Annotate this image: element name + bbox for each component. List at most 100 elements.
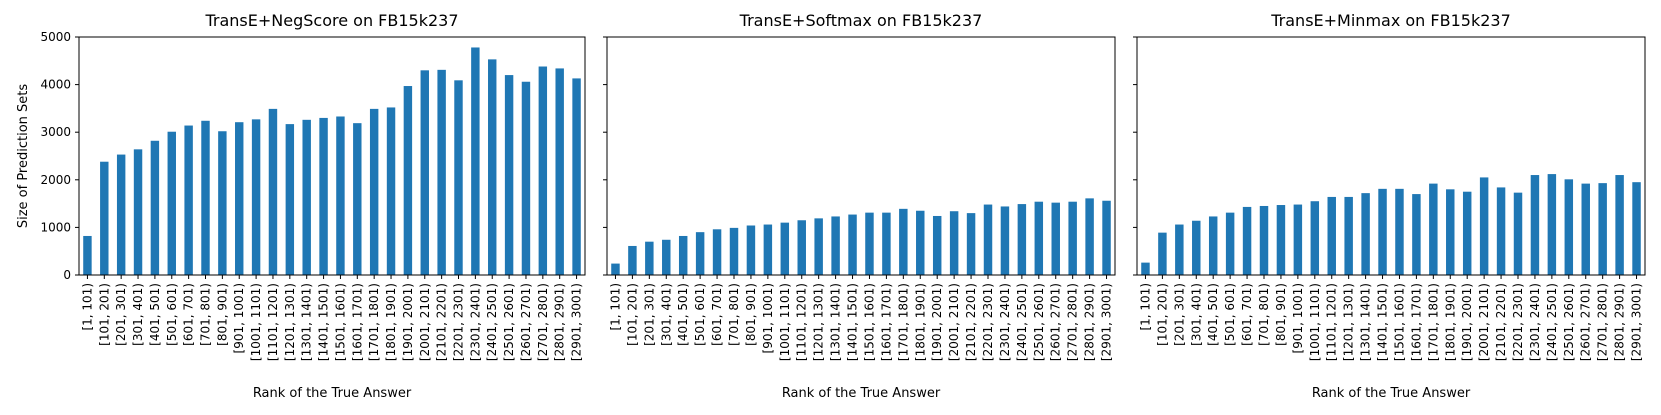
bar-14 (1361, 193, 1370, 275)
x-tick-label: [101, 201) (1155, 283, 1169, 346)
x-tick-label: [1001, 1101) (1308, 283, 1322, 361)
x-tick-label: [1101, 1201) (795, 283, 809, 361)
y-tick-label: 4000 (40, 78, 71, 92)
bar-27 (1051, 202, 1060, 275)
x-tick-label: [1701, 1801) (896, 283, 910, 361)
x-tick-label: [1601, 1701) (879, 283, 893, 361)
x-axis-label: Rank of the True Answer (253, 386, 412, 401)
bar-4 (662, 239, 671, 275)
bar-29 (1085, 198, 1094, 275)
x-tick-label: [501, 601) (1223, 283, 1237, 346)
x-tick-label: [2401, 2501) (1015, 283, 1029, 361)
x-tick-label: [2401, 2501) (1545, 283, 1559, 361)
x-tick-label: [1501, 1601) (862, 283, 876, 361)
x-tick-label: [101, 201) (97, 283, 111, 346)
bar-18 (1429, 183, 1438, 275)
x-tick-label: [2101, 2201) (1494, 283, 1508, 361)
bar-15 (1378, 188, 1387, 275)
bar-5 (1208, 216, 1218, 275)
x-tick-label: [2901, 3001) (1100, 283, 1114, 361)
bar-25 (1017, 204, 1027, 275)
x-tick-label: [2701, 2801) (1066, 283, 1080, 361)
x-tick-label: [1401, 1501) (1376, 283, 1390, 361)
bar-25 (1547, 174, 1557, 275)
bar-16 (1395, 188, 1404, 275)
bar-20 (1462, 191, 1472, 275)
x-tick-label: [1301, 1401) (300, 283, 314, 361)
x-tick-label: [2001, 2101) (1477, 283, 1491, 361)
x-tick-label: [2601, 2701) (1049, 283, 1063, 361)
x-tick-label: [601, 701) (710, 283, 724, 346)
bar-4 (1192, 220, 1201, 275)
x-tick-label: [201, 301) (642, 283, 656, 346)
x-tick-label: [301, 401) (659, 283, 673, 346)
bar-17 (1412, 194, 1421, 275)
chart-panel-1: [1, 101) [101, 201) [201, 301) [301, 401) [4… (16, 11, 586, 401)
x-tick-label: [2701, 2801) (536, 283, 550, 361)
chart-panel-2: [1, 101) [101, 201) [201, 301) [301, 401) [4… (603, 11, 1116, 401)
x-tick-label: [1101, 1201) (266, 283, 280, 361)
chart-title: TransE+Softmax on FB15k237 (739, 11, 983, 30)
bar-21 (949, 211, 959, 275)
bar-19 (1446, 189, 1455, 275)
x-tick-label: [901, 1001) (1291, 283, 1305, 353)
x-tick-label: [701, 801) (199, 283, 213, 346)
bar-24 (1000, 206, 1010, 275)
x-tick-label: [2601, 2701) (519, 283, 533, 361)
bar-11 (1310, 201, 1320, 275)
bar-7 (1242, 206, 1252, 275)
bar-24 (1530, 175, 1540, 275)
bar-12 (797, 220, 806, 275)
x-tick-label: [901, 1001) (761, 283, 775, 353)
x-tick-label: [601, 701) (182, 283, 196, 346)
x-tick-label: [1901, 2001) (930, 283, 944, 361)
x-tick-label: [1701, 1801) (1426, 283, 1440, 361)
bar-13 (285, 124, 295, 275)
x-tick-label: [1201, 1301) (812, 283, 826, 361)
x-tick-label: [2801, 2901) (553, 283, 567, 361)
bar-16 (865, 212, 874, 275)
y-tick-label: 2000 (40, 173, 71, 187)
bar-11 (780, 222, 790, 275)
x-tick-label: [1501, 1601) (333, 283, 347, 361)
y-tick-label: 3000 (40, 125, 71, 139)
x-tick-label: [1001, 1101) (778, 283, 792, 361)
x-tick-label: [2901, 3001) (570, 283, 584, 361)
bar-15 (848, 214, 857, 275)
x-tick-label: [1301, 1401) (829, 283, 843, 361)
bar-1 (1141, 262, 1150, 275)
x-tick-label: [2601, 2701) (1579, 283, 1593, 361)
bar-29 (1615, 175, 1624, 275)
x-tick-label: [701, 801) (1257, 283, 1271, 346)
x-tick-label: [2501, 2601) (502, 283, 516, 361)
bar-26 (1564, 179, 1574, 275)
x-tick-label: [2201, 2301) (981, 283, 995, 361)
x-axis-label: Rank of the True Answer (782, 386, 941, 401)
bar-6 (1225, 212, 1235, 275)
x-tick-label: [1101, 1201) (1325, 283, 1339, 361)
x-tick-label: [1801, 1901) (384, 283, 398, 361)
bar-26 (504, 75, 514, 275)
x-tick-label: [1901, 2001) (401, 283, 415, 361)
x-tick-label: [401, 501) (1206, 283, 1220, 346)
x-tick-label: [1701, 1801) (367, 283, 381, 361)
bar-23 (454, 80, 463, 275)
bar-19 (916, 210, 925, 275)
bar-10 (763, 224, 773, 275)
bar-30 (572, 78, 581, 275)
x-tick-label: [1, 101) (80, 283, 94, 331)
bar-3 (116, 154, 126, 275)
axes-frame (1136, 36, 1646, 276)
x-tick-label: [2001, 2101) (418, 283, 432, 361)
x-tick-label: [1401, 1501) (846, 283, 860, 361)
bar-26 (1034, 201, 1044, 275)
bar-4 (133, 149, 143, 275)
bar-27 (521, 81, 531, 276)
bar-1 (83, 235, 92, 275)
x-tick-label: [2201, 2301) (1511, 283, 1525, 361)
bar-10 (1293, 204, 1303, 275)
x-tick-label: [2801, 2901) (1613, 283, 1627, 361)
bar-8 (201, 120, 210, 275)
x-tick-label: [201, 301) (1172, 283, 1186, 346)
